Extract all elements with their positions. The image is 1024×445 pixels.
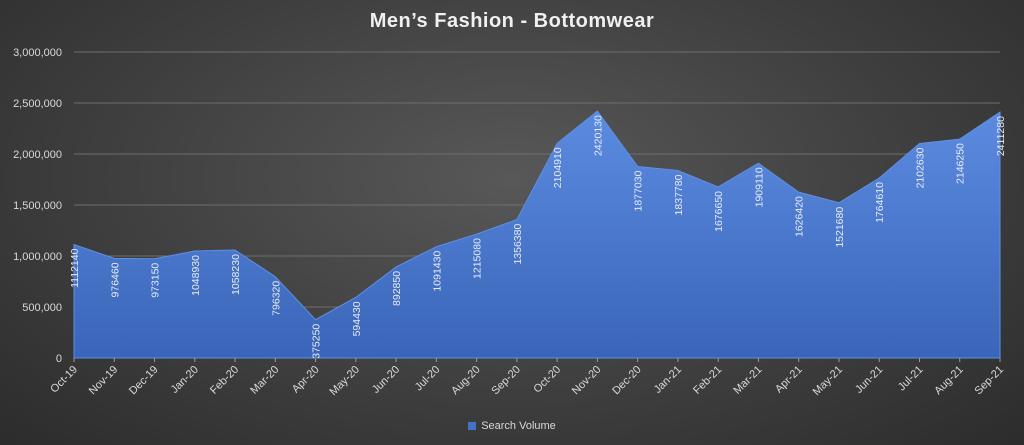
x-tick-label: Dec-19 [127,364,161,398]
x-tick-label: Jul-21 [896,364,926,394]
x-tick-label: Jul-20 [413,364,443,394]
data-labels: 1112140 976460 973150 1048930 1058230 796320 3… [69,115,1007,359]
data-label: 1058230 [230,254,242,295]
data-label: 1356380 [512,224,524,265]
x-tick-label: Apr-21 [773,364,805,396]
x-tick-label: Feb-21 [691,364,724,397]
data-label: 2411280 [995,116,1007,156]
data-label: 1521680 [834,207,846,248]
x-tick-label: Sep-21 [973,364,1007,398]
x-tick-label: Dec-20 [610,364,644,398]
data-label: 1837780 [673,174,685,215]
x-tick-label: Nov-19 [87,364,121,398]
x-tick-label: Nov-20 [570,364,604,398]
x-tick-label: Feb-20 [208,364,241,397]
data-label: 1764610 [874,182,886,223]
data-label: 973150 [150,263,162,298]
x-tick-label: Oct-20 [531,364,563,396]
data-label: 375250 [311,324,323,359]
data-label: 1877030 [633,170,645,211]
data-label: 1626420 [794,196,806,237]
data-label: 1676650 [713,191,725,232]
data-label: 2146250 [955,143,967,184]
y-tick-label: 1,000,000 [13,251,62,263]
legend-label: Search Volume [481,420,556,432]
data-label: 976460 [109,262,121,297]
legend-swatch [468,422,477,430]
data-label: 1091430 [431,251,443,292]
x-tick-label: Oct-19 [48,364,80,396]
data-label: 2102630 [914,147,926,188]
x-tick-label: May-20 [328,364,362,398]
data-label: 2420130 [592,115,604,156]
x-tick-label: Jan-20 [169,364,201,396]
x-tick-label: Aug-20 [449,364,483,398]
y-tick-label: 2,000,000 [13,149,62,161]
data-label: 1215080 [472,238,484,279]
data-label: 1909110 [753,167,765,207]
data-label: 1048930 [190,255,202,296]
data-label: 796320 [270,281,282,316]
y-tick-label: 2,500,000 [13,98,62,110]
data-label: 2104910 [552,147,564,188]
data-label: 1112140 [69,248,81,287]
x-tick-label: Apr-20 [290,364,322,396]
legend: Search Volume [0,420,1024,432]
x-tick-label: Mar-20 [248,364,281,397]
x-axis: Oct-19 Nov-19 Dec-19 Jan-20 Feb-20 Mar-20 Apr-… [48,358,1006,398]
y-tick-label: 1,500,000 [13,200,62,212]
x-tick-label: Jan-21 [652,364,684,396]
x-tick-label: Sep-20 [489,364,523,398]
x-tick-label: May-21 [811,364,845,398]
y-tick-label: 0 [56,353,62,365]
chart-title: Men’s Fashion - Bottomwear [369,10,655,32]
x-tick-label: Mar-21 [731,364,764,397]
y-tick-label: 500,000 [22,302,62,314]
x-tick-label: Jun-21 [853,364,885,396]
data-label: 594430 [351,301,363,336]
search-volume-area [73,110,1001,359]
x-tick-label: Jun-20 [370,364,402,396]
data-label: 892850 [391,271,403,306]
x-tick-label: Aug-21 [932,364,966,398]
y-axis: 0 500,000 1,000,000 1,500,000 2,000,000 2,500… [13,47,62,365]
series-area [73,110,1001,359]
y-tick-label: 3,000,000 [13,47,62,59]
